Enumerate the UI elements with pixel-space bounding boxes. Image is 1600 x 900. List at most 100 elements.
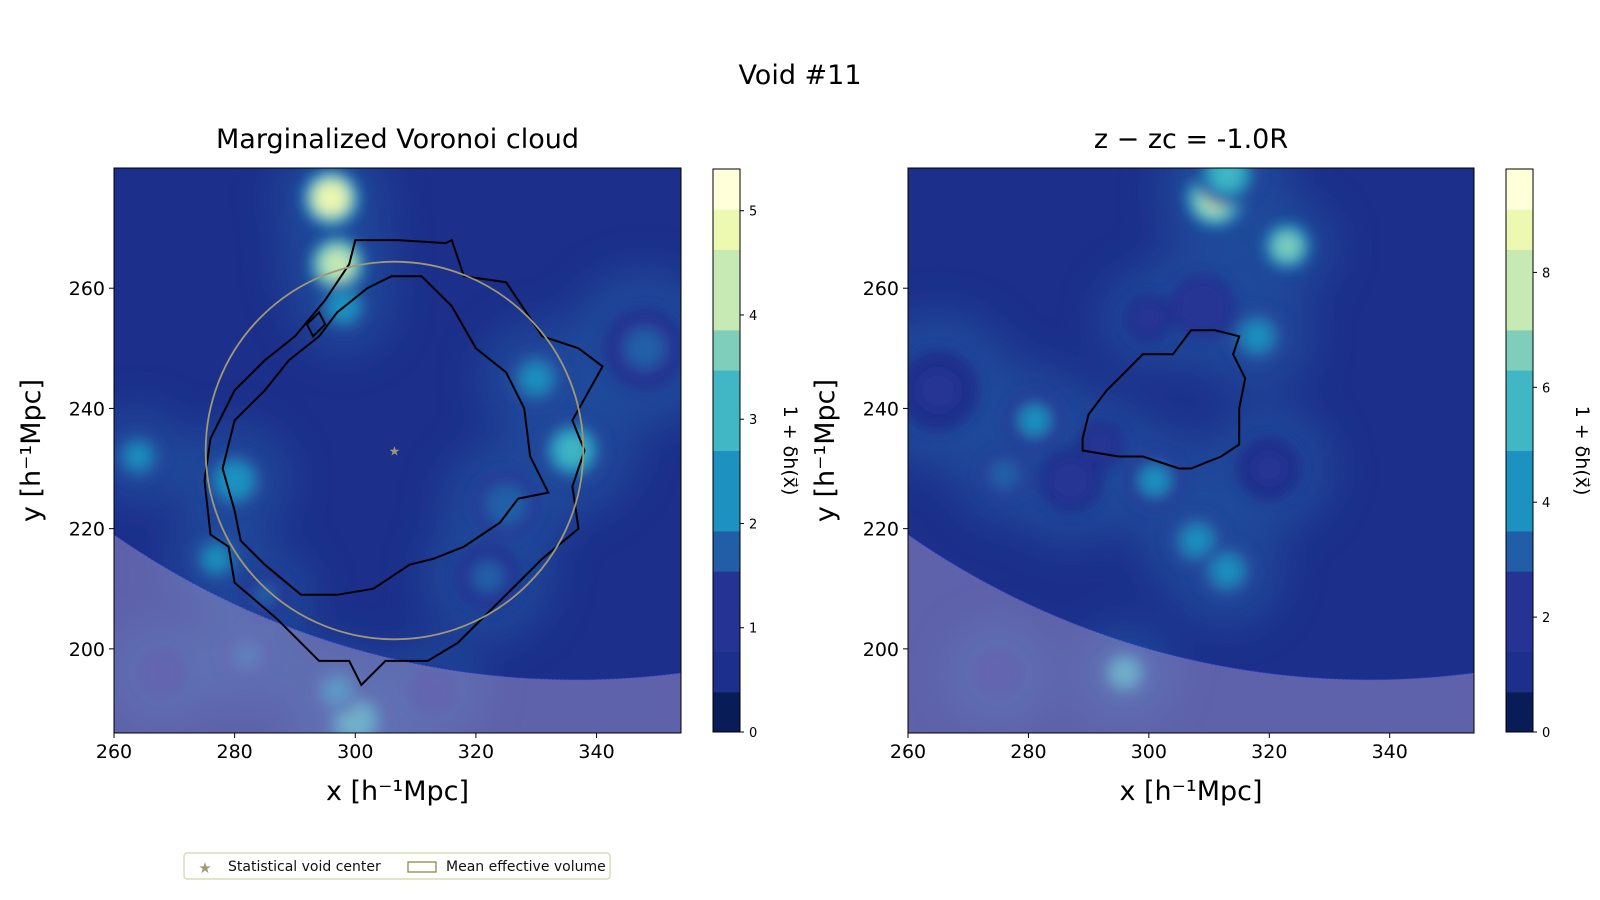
colorbar-band: [713, 571, 740, 612]
density-blob: [316, 183, 346, 213]
void-contour: [1081, 329, 1247, 470]
heatmap-blobs: [114, 169, 681, 733]
survey-mask-overlay: [114, 534, 681, 733]
left-panel: ★260 280 300 320 340200220240260Marginalized…: [16, 124, 801, 807]
x-tick-label: 320: [458, 741, 494, 763]
legend-star-icon: ★: [198, 859, 211, 877]
y-tick-label: 220: [69, 519, 105, 541]
colorbar-tick-label: 2: [749, 517, 757, 532]
density-blob: [150, 660, 175, 686]
density-blob: [1182, 526, 1212, 555]
colorbar-band: [1506, 209, 1533, 250]
x-tick-label: 280: [217, 741, 253, 763]
density-blob: [1186, 289, 1220, 323]
colorbar-band: [1506, 530, 1533, 572]
legend: ★ Statistical void center Mean effective…: [183, 852, 611, 880]
colorbar-band: [1506, 490, 1533, 532]
heatmap-blobs: [908, 168, 1312, 698]
colorbar-tick-label: 4: [749, 309, 757, 324]
colorbar-band: [1506, 410, 1533, 451]
density-blob: [917, 370, 959, 411]
density-blob: [252, 582, 278, 607]
density-blob: [992, 462, 1017, 487]
plot-area: [908, 168, 1474, 733]
colorbar-band: [1506, 289, 1533, 331]
colorbar-frame: [712, 168, 741, 733]
y-tick-label: 260: [69, 278, 105, 300]
colorbar-band: [713, 530, 740, 572]
colorbar-tick-label: 6: [1542, 381, 1550, 396]
x-tick-label: 340: [578, 741, 614, 763]
colorbar-band: [1506, 571, 1533, 612]
density-blob: [1140, 466, 1170, 495]
colorbar-tick-label: 8: [1542, 266, 1550, 281]
colorbar-band: [713, 370, 740, 411]
x-axis-label: x [h⁻¹Mpc]: [1119, 776, 1262, 807]
colorbar-tick-label: 0: [1542, 726, 1550, 741]
colorbar-tick-label: 5: [749, 205, 757, 220]
colorbar-band: [713, 209, 740, 250]
y-tick-label: 220: [863, 519, 899, 541]
figure-title: Void #11: [738, 60, 861, 91]
void-contour: [305, 310, 327, 338]
colorbar-tick-label: 0: [749, 726, 757, 741]
x-tick-label: 300: [1131, 741, 1167, 763]
survey-mask-overlay: [908, 534, 1474, 733]
density-blob: [986, 660, 1011, 686]
y-tick-label: 240: [69, 398, 105, 420]
legend-rect-icon: [407, 861, 437, 873]
colorbar-label: 1 + δh(x⃗): [779, 406, 801, 496]
density-blob: [1253, 452, 1286, 485]
density-blob: [1054, 464, 1087, 497]
density-blob: [1243, 322, 1272, 351]
colorbar-band: [713, 289, 740, 331]
density-blob: [1275, 233, 1300, 259]
density-blob: [234, 642, 259, 668]
density-blob: [521, 364, 551, 393]
colorbar-band: [713, 329, 740, 371]
panel-title: z − zc = -1.0R: [1094, 124, 1288, 155]
y-axis-label: y [h⁻¹Mpc]: [16, 379, 47, 522]
colorbar-band: [1506, 370, 1533, 411]
mean-effective-volume-circle: [204, 260, 585, 641]
colorbar-band: [1506, 691, 1533, 733]
x-tick-label: 260: [890, 741, 926, 763]
survey-boundary-line: [114, 534, 681, 681]
colorbar-band: [713, 651, 740, 693]
colorbar-band: [713, 611, 740, 653]
colorbar-tick-label: 4: [1542, 496, 1550, 511]
colorbar-band: [713, 691, 740, 733]
colorbar-band: [713, 249, 740, 291]
density-blob: [489, 488, 523, 521]
y-tick-label: 260: [863, 278, 899, 300]
panel-title: Marginalized Voronoi cloud: [216, 124, 579, 155]
x-tick-label: 280: [1010, 741, 1046, 763]
y-tick-label: 200: [69, 639, 105, 661]
axes-frame: [113, 167, 682, 734]
colorbar-tick-label: 3: [749, 413, 757, 428]
legend-label-effective-volume: Mean effective volume: [446, 859, 606, 875]
colorbar-tick-label: 2: [1542, 611, 1550, 626]
colorbar-band: [1506, 651, 1533, 693]
x-tick-label: 260: [96, 741, 132, 763]
x-axis-label: x [h⁻¹Mpc]: [326, 776, 469, 807]
plot-area: ★: [114, 168, 681, 733]
legend-label-void-center: Statistical void center: [228, 859, 381, 875]
void-contour: [221, 275, 550, 596]
density-blob: [421, 678, 446, 704]
colorbar-band: [713, 490, 740, 532]
y-axis-label: y [h⁻¹Mpc]: [810, 379, 841, 522]
colorbar-band: [1506, 249, 1533, 291]
density-blob: [204, 546, 229, 571]
density-blob: [220, 466, 249, 495]
legend-frame: [183, 852, 611, 880]
density-blob: [1020, 406, 1049, 435]
x-tick-label: 320: [1251, 741, 1287, 763]
x-tick-label: 300: [337, 741, 373, 763]
colorbar-band: [713, 450, 740, 492]
colorbar-band: [713, 410, 740, 451]
density-blob: [1136, 306, 1162, 331]
void-center-star-icon: ★: [389, 445, 401, 460]
density-blob: [624, 327, 666, 369]
